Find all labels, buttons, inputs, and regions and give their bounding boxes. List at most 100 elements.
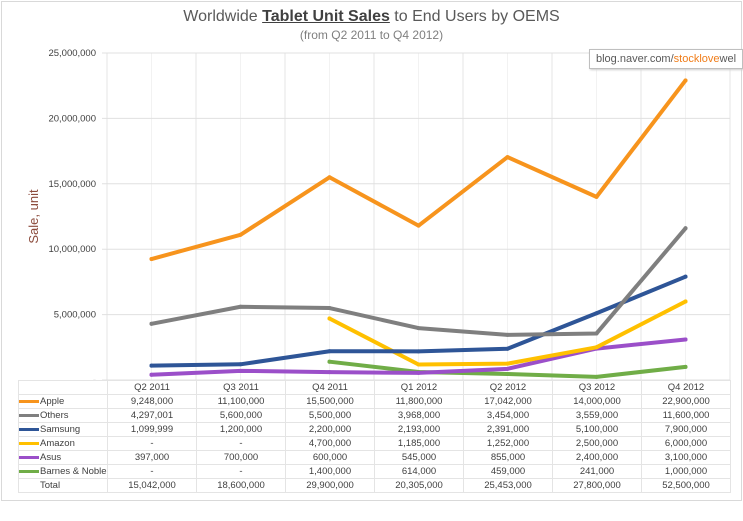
data-label: -	[107, 464, 197, 479]
corner-cell	[18, 380, 108, 395]
y-tick-label: 20,000,000	[48, 113, 96, 124]
data-point	[149, 257, 154, 262]
table-row: Samsung 1,099,999 1,200,000 2,200,000 2,193,…	[18, 422, 731, 437]
legend-entry: Samsung	[18, 422, 108, 437]
chart-title: Worldwide Tablet Unit Sales to End Users…	[0, 8, 743, 26]
data-point	[238, 232, 243, 237]
data-label: -	[107, 436, 197, 451]
legend-swatch	[19, 441, 39, 445]
x-tick-label: Q1 2012	[374, 380, 464, 395]
legend-label: Apple	[40, 396, 65, 407]
data-label: 2,200,000	[285, 422, 375, 437]
data-point	[505, 361, 510, 366]
data-point	[327, 175, 332, 180]
data-point	[327, 370, 332, 375]
data-label: 5,100,000	[552, 422, 642, 437]
data-label: -	[196, 436, 286, 451]
data-point	[416, 326, 421, 331]
data-point	[238, 304, 243, 309]
legend-label: Samsung	[40, 424, 81, 435]
watermark-suffix: wel	[719, 53, 737, 65]
legend-swatch	[19, 399, 39, 403]
x-tick-label: Q2 2011	[107, 380, 197, 395]
data-label: 855,000	[463, 450, 553, 465]
data-label: 6,000,000	[641, 436, 731, 451]
data-label: 3,100,000	[641, 450, 731, 465]
data-label: 3,968,000	[374, 408, 464, 423]
data-point	[505, 366, 510, 371]
legend-label: Asus	[40, 452, 62, 463]
data-point	[683, 274, 688, 279]
data-label: 3,559,000	[552, 408, 642, 423]
legend-entry: Others	[18, 408, 108, 423]
data-label: 15,042,000	[107, 478, 197, 493]
x-tick-label: Q2 2012	[463, 380, 553, 395]
legend-entry: Asus	[18, 450, 108, 465]
x-tick-label: Q4 2011	[285, 380, 375, 395]
y-tick-label: 10,000,000	[48, 244, 96, 255]
data-label: 2,193,000	[374, 422, 464, 437]
data-label: 459,000	[463, 464, 553, 479]
data-point	[594, 374, 599, 379]
data-point	[683, 337, 688, 342]
data-label: 9,248,000	[107, 394, 197, 409]
data-label: 4,700,000	[285, 436, 375, 451]
data-point	[505, 155, 510, 160]
legend-swatch	[19, 469, 39, 473]
legend-label: Amazon	[40, 438, 75, 449]
data-label: 2,400,000	[552, 450, 642, 465]
data-label: 700,000	[196, 450, 286, 465]
data-label: 11,600,000	[641, 408, 731, 423]
chart-subtitle: (from Q2 2011 to Q4 2012)	[299, 28, 444, 42]
data-point	[327, 349, 332, 354]
legend-entry: Barnes & Noble	[18, 464, 108, 479]
data-point	[149, 321, 154, 326]
data-label: 2,500,000	[552, 436, 642, 451]
legend-swatch	[19, 413, 39, 417]
data-label: 15,500,000	[285, 394, 375, 409]
data-label: 5,600,000	[196, 408, 286, 423]
table-row: Apple 9,248,000 11,100,000 15,500,000 11,800…	[18, 394, 731, 409]
data-point	[416, 362, 421, 367]
data-point	[149, 363, 154, 368]
data-label: 4,297,001	[107, 408, 197, 423]
data-label: 11,800,000	[374, 394, 464, 409]
data-label: 1,099,999	[107, 422, 197, 437]
data-point	[683, 78, 688, 83]
table-row: Asus 397,000 700,000 600,000 545,000 855,000 2…	[18, 450, 731, 465]
title-emphasis: Tablet Unit Sales	[262, 8, 390, 25]
y-tick-label: 15,000,000	[48, 179, 96, 190]
data-point	[594, 194, 599, 199]
data-label: 600,000	[285, 450, 375, 465]
x-tick-label: Q3 2012	[552, 380, 642, 395]
title-part: Worldwide	[183, 8, 263, 25]
data-point	[683, 226, 688, 231]
data-label: 1,185,000	[374, 436, 464, 451]
x-tick-label: Q4 2012	[641, 380, 731, 395]
legend-entry: Total	[18, 478, 108, 493]
y-tick-label: 25,000,000	[48, 48, 96, 59]
data-label: 3,454,000	[463, 408, 553, 423]
data-point	[327, 306, 332, 311]
data-point	[594, 345, 599, 350]
data-label: -	[196, 464, 286, 479]
data-point	[505, 371, 510, 376]
data-label: 29,900,000	[285, 478, 375, 493]
table-row: Others 4,297,001 5,600,000 5,500,000 3,968,0…	[18, 408, 731, 423]
table-row: Total 15,042,000 18,600,000 29,900,000 20,30…	[18, 478, 731, 493]
table-row: Barnes & Noble - -1,400,000 614,000 459,000 2…	[18, 464, 731, 479]
data-label: 7,900,000	[641, 422, 731, 437]
data-label: 25,453,000	[463, 478, 553, 493]
x-tick-label: Q3 2011	[196, 380, 286, 395]
table-header-row: Q2 2011 Q3 2011 Q4 2011 Q1 2012 Q2 2012 Q3 20…	[18, 380, 731, 395]
data-point	[505, 332, 510, 337]
data-point	[505, 346, 510, 351]
watermark: blog.naver.com/stocklovewel	[589, 49, 743, 69]
legend-swatch	[19, 484, 39, 487]
data-label: 1,000,000	[641, 464, 731, 479]
y-tick-label: 5,000,000	[54, 310, 96, 321]
data-point	[416, 370, 421, 375]
data-label: 1,400,000	[285, 464, 375, 479]
data-label: 11,100,000	[196, 394, 286, 409]
